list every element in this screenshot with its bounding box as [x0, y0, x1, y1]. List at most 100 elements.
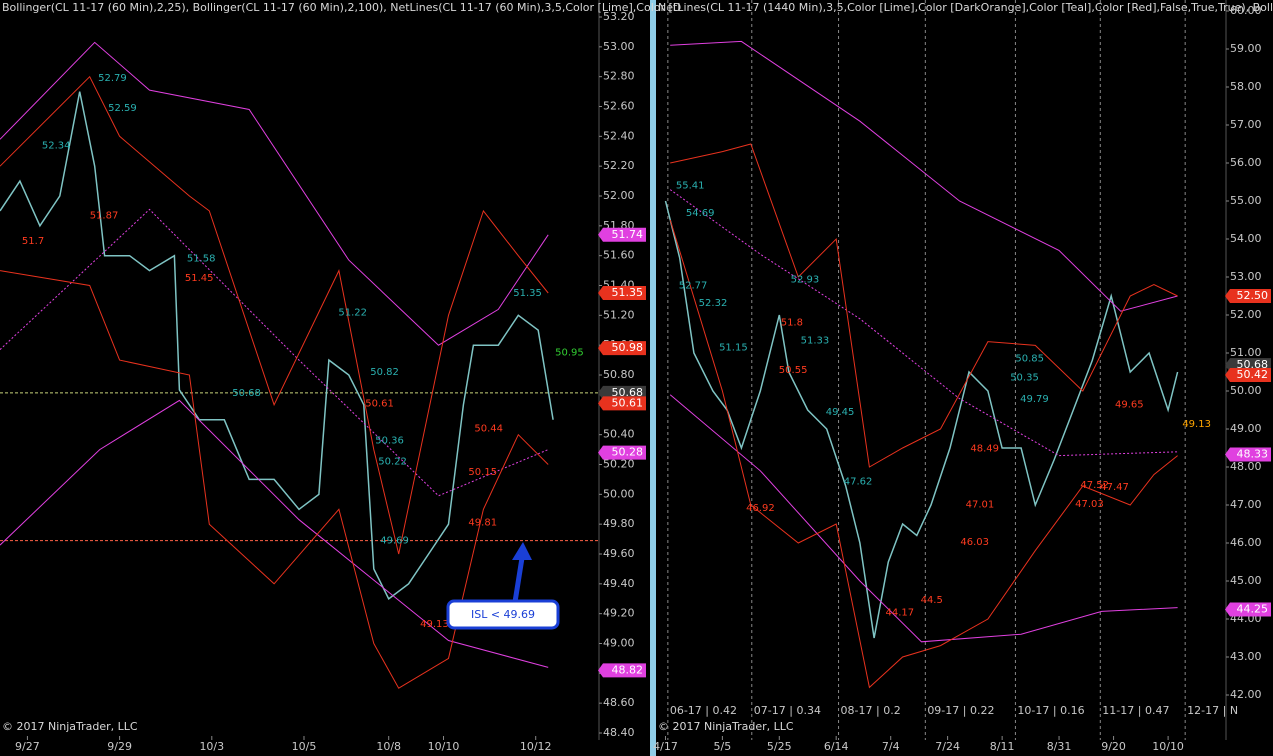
level-label: 51.87 [90, 210, 119, 221]
level-label: 49.45 [826, 407, 855, 418]
level-label: 47.03 [1075, 499, 1104, 510]
level-label: 49.81 [468, 518, 497, 529]
level-label: 51.15 [719, 342, 748, 353]
band-line [669, 219, 1178, 689]
level-label: 50.95 [555, 348, 584, 359]
y-tick-label: 52.40 [603, 129, 635, 142]
level-label: 52.79 [98, 73, 127, 84]
price-tag [1225, 368, 1271, 383]
price-line [0, 91, 554, 600]
x-tick-label: 10/3 [199, 740, 224, 753]
x-tick-label: 6/14 [824, 740, 849, 753]
level-label: 44.5 [921, 595, 943, 606]
level-label: 52.59 [108, 103, 137, 114]
y-tick-label: 48.00 [1230, 460, 1262, 473]
y-tick-label: 49.40 [603, 577, 635, 590]
y-tick-label: 49.00 [603, 637, 635, 650]
price-tag [1225, 602, 1271, 617]
y-tick-label: 49.60 [603, 547, 635, 560]
price-tag [1225, 289, 1271, 303]
level-label: 51.22 [338, 307, 367, 318]
y-tick-label: 43.00 [1230, 650, 1262, 663]
level-label: 49.13 [1182, 419, 1211, 430]
price-tag [598, 285, 646, 300]
x-tick-label: 10/8 [376, 740, 401, 753]
panel-divider [650, 0, 656, 756]
x-tick-label: 9/20 [1101, 740, 1126, 753]
y-tick-label: 57.00 [1230, 118, 1262, 131]
level-label: 44.17 [885, 608, 914, 619]
y-tick-label: 58.00 [1230, 80, 1262, 93]
arrow-shaft [512, 557, 525, 603]
y-tick-label: 59.00 [1230, 42, 1262, 55]
y-tick-label: 47.00 [1230, 498, 1262, 511]
callout-box [446, 599, 560, 630]
callout-text: ISL < 49.69 [471, 608, 535, 621]
level-label: 55.41 [676, 180, 705, 191]
callout-arrow [512, 542, 532, 603]
level-label: 51.35 [513, 288, 542, 299]
level-label: 49.13 [420, 619, 449, 630]
contract-roll-label: 09-17 | 0.22 [927, 704, 994, 717]
y-tick-label: 53.00 [603, 40, 635, 53]
level-label: 50.22 [378, 457, 407, 468]
y-tick-label: 49.80 [603, 517, 635, 530]
y-tick-label: 49.20 [603, 607, 635, 620]
y-tick-label: 48.60 [603, 696, 635, 709]
x-tick-label: 9/29 [107, 740, 132, 753]
price-tag-label: 50.68 [1237, 358, 1269, 371]
price-tag-label: 51.74 [612, 228, 644, 241]
y-tick-label: 51.60 [603, 249, 635, 262]
level-label: 47.47 [1100, 482, 1129, 493]
level-label: 54.69 [686, 208, 715, 219]
y-tick-label: 50.40 [603, 428, 635, 441]
level-label: 50.55 [779, 365, 808, 376]
y-tick-label: 54.00 [1230, 232, 1262, 245]
y-tick-label: 50.00 [1230, 384, 1262, 397]
y-tick-label: 52.00 [603, 189, 635, 202]
price-tag [1225, 447, 1271, 462]
y-tick-label: 50.20 [603, 458, 635, 471]
y-tick-label: 52.60 [603, 100, 635, 113]
level-label: 50.44 [474, 424, 503, 435]
y-tick-label: 53.20 [603, 10, 635, 23]
level-label: 47.01 [966, 500, 995, 511]
price-tag-label: 50.61 [612, 396, 644, 409]
band-line [0, 399, 549, 668]
y-tick-label: 53.00 [1230, 270, 1262, 283]
contract-roll-label: 11-17 | 0.47 [1102, 704, 1169, 717]
x-tick-label: 10/10 [428, 740, 460, 753]
y-tick-label: 52.00 [1230, 308, 1262, 321]
price-tag-label: 52.50 [1237, 289, 1269, 302]
band-line [0, 75, 549, 555]
price-tag [598, 227, 646, 242]
band-line [0, 41, 549, 346]
level-label: 47.62 [844, 476, 873, 487]
level-label: 50.61 [365, 398, 394, 409]
level-label: 48.49 [970, 443, 999, 454]
price-tag-label: 50.98 [612, 341, 644, 354]
band-line [670, 40, 1178, 312]
price-tag-label: 50.42 [1237, 368, 1269, 381]
x-tick-label: 7/4 [882, 740, 900, 753]
x-tick-label: 5/25 [767, 740, 792, 753]
contract-roll-label: 12-17 | N [1187, 704, 1238, 717]
level-label: 47.52 [1080, 480, 1109, 491]
level-label: 46.03 [960, 537, 989, 548]
y-tick-label: 50.00 [603, 487, 635, 500]
level-label: 51.7 [22, 236, 44, 247]
level-label: 52.77 [679, 281, 708, 292]
level-label: 49.65 [1115, 399, 1144, 410]
y-tick-label: 60.00 [1230, 4, 1262, 17]
y-tick-label: 42.00 [1230, 688, 1262, 701]
level-label: 52.93 [791, 275, 820, 286]
level-label: 49.79 [1020, 394, 1049, 405]
level-label: 51.8 [781, 318, 803, 329]
level-label: 50.82 [370, 367, 399, 378]
x-tick-label: 7/24 [935, 740, 960, 753]
x-tick-label: 4/17 [653, 740, 678, 753]
level-label: 52.34 [42, 140, 71, 151]
y-tick-label: 55.00 [1230, 194, 1262, 207]
y-tick-label: 46.00 [1230, 536, 1262, 549]
